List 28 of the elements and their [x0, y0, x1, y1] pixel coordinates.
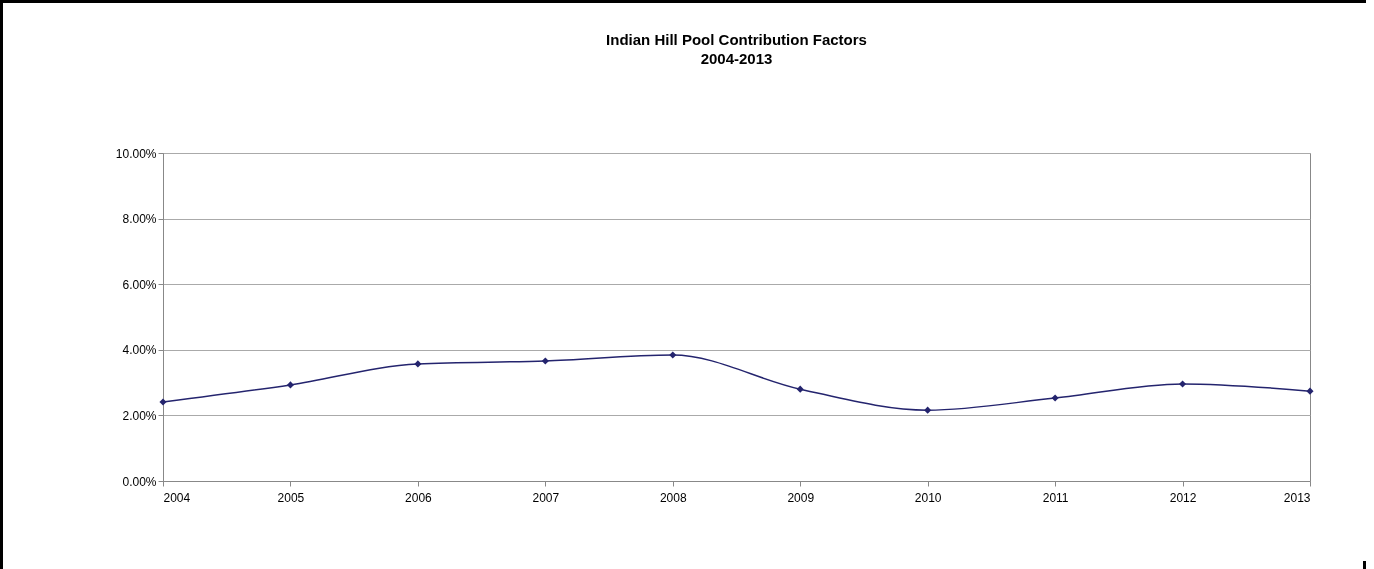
x-tick-label: 2007 [532, 490, 560, 505]
chart-title: Indian Hill Pool Contribution Factors [606, 31, 867, 48]
x-tick-label: 2005 [277, 490, 305, 505]
point [796, 385, 804, 393]
x-tick-label: 2008 [659, 490, 687, 505]
y-tick-label: 2.00% [122, 408, 157, 423]
point [414, 360, 422, 368]
point [1051, 394, 1059, 402]
y-tick-label: 4.00% [122, 343, 157, 358]
y-tick-label: 8.00% [122, 212, 157, 227]
point [924, 406, 932, 414]
x-tick-label: 2013 [1283, 490, 1311, 505]
point [286, 381, 294, 389]
x-tick-label: 2006 [405, 490, 433, 505]
point [541, 357, 549, 365]
point [1306, 387, 1314, 395]
x-tick-label: 2010 [914, 490, 942, 505]
x-tick-label: 2012 [1169, 490, 1197, 505]
x-tick-label: 2004 [163, 490, 191, 505]
y-tick-label: 6.00% [122, 277, 157, 292]
y-tick-label: 0.00% [122, 474, 157, 489]
point [669, 351, 677, 359]
x-tick-label: 2011 [1042, 490, 1069, 505]
x-tick-label: 2009 [787, 490, 815, 505]
point [1179, 380, 1187, 388]
chart-subtitle: 2004-2013 [700, 50, 773, 67]
point [159, 398, 167, 406]
y-tick-label: 10.00% [115, 146, 157, 161]
